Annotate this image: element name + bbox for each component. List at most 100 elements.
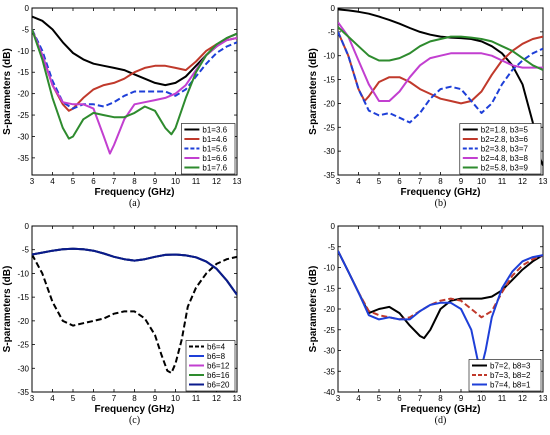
x-tick-label: 11 (192, 394, 201, 403)
x-tick-label: 13 (233, 394, 242, 403)
y-axis-label: S-parameters (dB) (2, 48, 13, 135)
y-tick-label: -35 (323, 171, 335, 180)
x-axis-label: Frequency (GHz) (400, 404, 480, 415)
y-tick-label: -30 (17, 364, 29, 373)
y-tick-label: 0 (331, 4, 336, 13)
y-tick-label: 0 (25, 222, 30, 231)
x-tick-label: 7 (112, 177, 117, 186)
y-tick-label: -20 (17, 317, 29, 326)
x-tick-label: 4 (356, 394, 361, 403)
y-tick-label: -30 (17, 132, 29, 141)
series-line-3 (338, 250, 543, 369)
y-axis-label: S-parameters (dB) (308, 266, 319, 353)
series-line-4 (338, 21, 543, 102)
series-line-2 (32, 29, 237, 112)
x-tick-label: 7 (418, 177, 423, 186)
y-tick-label: -30 (323, 347, 335, 356)
x-tick-label: 7 (418, 394, 423, 403)
x-tick-label: 9 (459, 177, 464, 186)
legend-label: b1=5.6 (202, 145, 227, 154)
legend-label: b6=20 (207, 381, 230, 390)
x-tick-label: 12 (518, 177, 527, 186)
legend-label: b1=4.6 (202, 135, 227, 144)
y-axis-label: S-parameters (dB) (2, 266, 13, 353)
legend: b7=2, b8=3b7=3, b8=2b7=4, b8=1 (468, 359, 542, 392)
y-tick-label: 0 (331, 222, 336, 231)
x-tick-label: 3 (30, 177, 35, 186)
x-axis-label: Frequency (GHz) (400, 187, 480, 198)
chart-panel-c: 3 4 5 6 7 8 9 10 11 12 13 0 -5 -10 -15 -20 -25 -30 -35 Freq… (2, 222, 242, 426)
panel-caption: (c) (129, 415, 140, 426)
y-tick-label: -20 (323, 99, 335, 108)
series-line-3 (32, 28, 237, 110)
x-tick-label: 13 (233, 177, 242, 186)
y-tick-label: -35 (17, 154, 29, 163)
x-tick-label: 4 (356, 177, 361, 186)
y-tick-label: -35 (323, 367, 335, 376)
y-tick-label: -35 (17, 388, 29, 397)
x-tick-label: 6 (397, 394, 402, 403)
legend-label: b1=6.6 (202, 154, 227, 163)
legend-label: b2=1.8, b3=5 (481, 126, 529, 135)
legend-label: b1=3.6 (202, 126, 227, 135)
x-tick-label: 11 (192, 177, 201, 186)
x-tick-label: 7 (112, 394, 117, 403)
legend-label: b7=3, b8=2 (490, 371, 531, 380)
y-tick-label: -25 (323, 326, 335, 335)
x-tick-label: 3 (30, 394, 35, 403)
x-tick-label: 11 (498, 394, 507, 403)
chart-panel-d: 3 4 5 6 7 8 9 10 11 12 13 0 -5 -10 -15 -20 -25 -30 -35 -40 F… (308, 222, 548, 426)
y-tick-label: -40 (323, 388, 335, 397)
series-line-3 (338, 31, 543, 124)
x-axis-label: Frequency (GHz) (94, 187, 174, 198)
y-tick-label: -15 (17, 68, 29, 77)
legend: b2=1.8, b3=5b2=2.8, b3=6b2=3.8, b3=7b2=4… (459, 123, 542, 175)
series-line-1 (32, 254, 237, 374)
series-line-5 (32, 247, 237, 296)
legend: b1=3.6b1=4.6b1=5.6b1=6.6b1=7.6 (181, 123, 236, 175)
legend-label: b1=7.6 (202, 164, 227, 173)
legend-box (181, 123, 236, 175)
x-tick-label: 6 (91, 394, 96, 403)
y-tick-label: -5 (22, 246, 30, 255)
chart-panel-b: 3 4 5 6 7 8 9 10 11 12 13 0 -5 -10 -15 -20 -25 -30 -35 Freq… (308, 4, 548, 209)
y-tick-label: -5 (22, 25, 30, 34)
legend-label: b2=4.8, b3=8 (481, 154, 529, 163)
x-tick-label: 5 (377, 177, 382, 186)
series-line-2 (32, 247, 237, 296)
series-line-5 (32, 29, 237, 140)
legend-label: b6=8 (207, 352, 226, 361)
legend-label: b6=12 (207, 362, 230, 371)
y-tick-label: -25 (323, 123, 335, 132)
legend-label: b7=4, b8=1 (490, 381, 531, 390)
series-line-5 (338, 26, 543, 71)
y-tick-label: -15 (323, 284, 335, 293)
x-tick-label: 4 (50, 177, 55, 186)
legend-label: b6=4 (207, 343, 226, 352)
y-tick-label: -10 (17, 269, 29, 278)
legend-label: b2=3.8, b3=7 (481, 145, 529, 154)
series-line-3 (32, 247, 237, 296)
x-tick-label: 13 (539, 394, 548, 403)
x-tick-label: 12 (212, 177, 221, 186)
x-tick-label: 5 (71, 394, 76, 403)
x-tick-label: 5 (377, 394, 382, 403)
panel-caption: (b) (435, 198, 447, 209)
x-tick-label: 10 (477, 394, 486, 403)
y-tick-label: -25 (17, 341, 29, 350)
series-line-2 (338, 31, 543, 105)
y-tick-label: -20 (323, 305, 335, 314)
y-axis-label: S-parameters (dB) (308, 48, 319, 135)
x-tick-label: 8 (438, 394, 443, 403)
legend-label: b7=2, b8=3 (490, 362, 531, 371)
panel-caption: (d) (435, 415, 447, 426)
x-tick-label: 9 (153, 177, 158, 186)
legend-label: b2=5.8, b3=9 (481, 164, 529, 173)
x-tick-label: 8 (132, 177, 137, 186)
y-tick-label: -10 (17, 47, 29, 56)
x-tick-label: 11 (498, 177, 507, 186)
series-line-2 (338, 250, 543, 321)
x-tick-label: 12 (518, 394, 527, 403)
panel-caption: (a) (129, 198, 140, 209)
y-tick-label: -5 (328, 243, 336, 252)
